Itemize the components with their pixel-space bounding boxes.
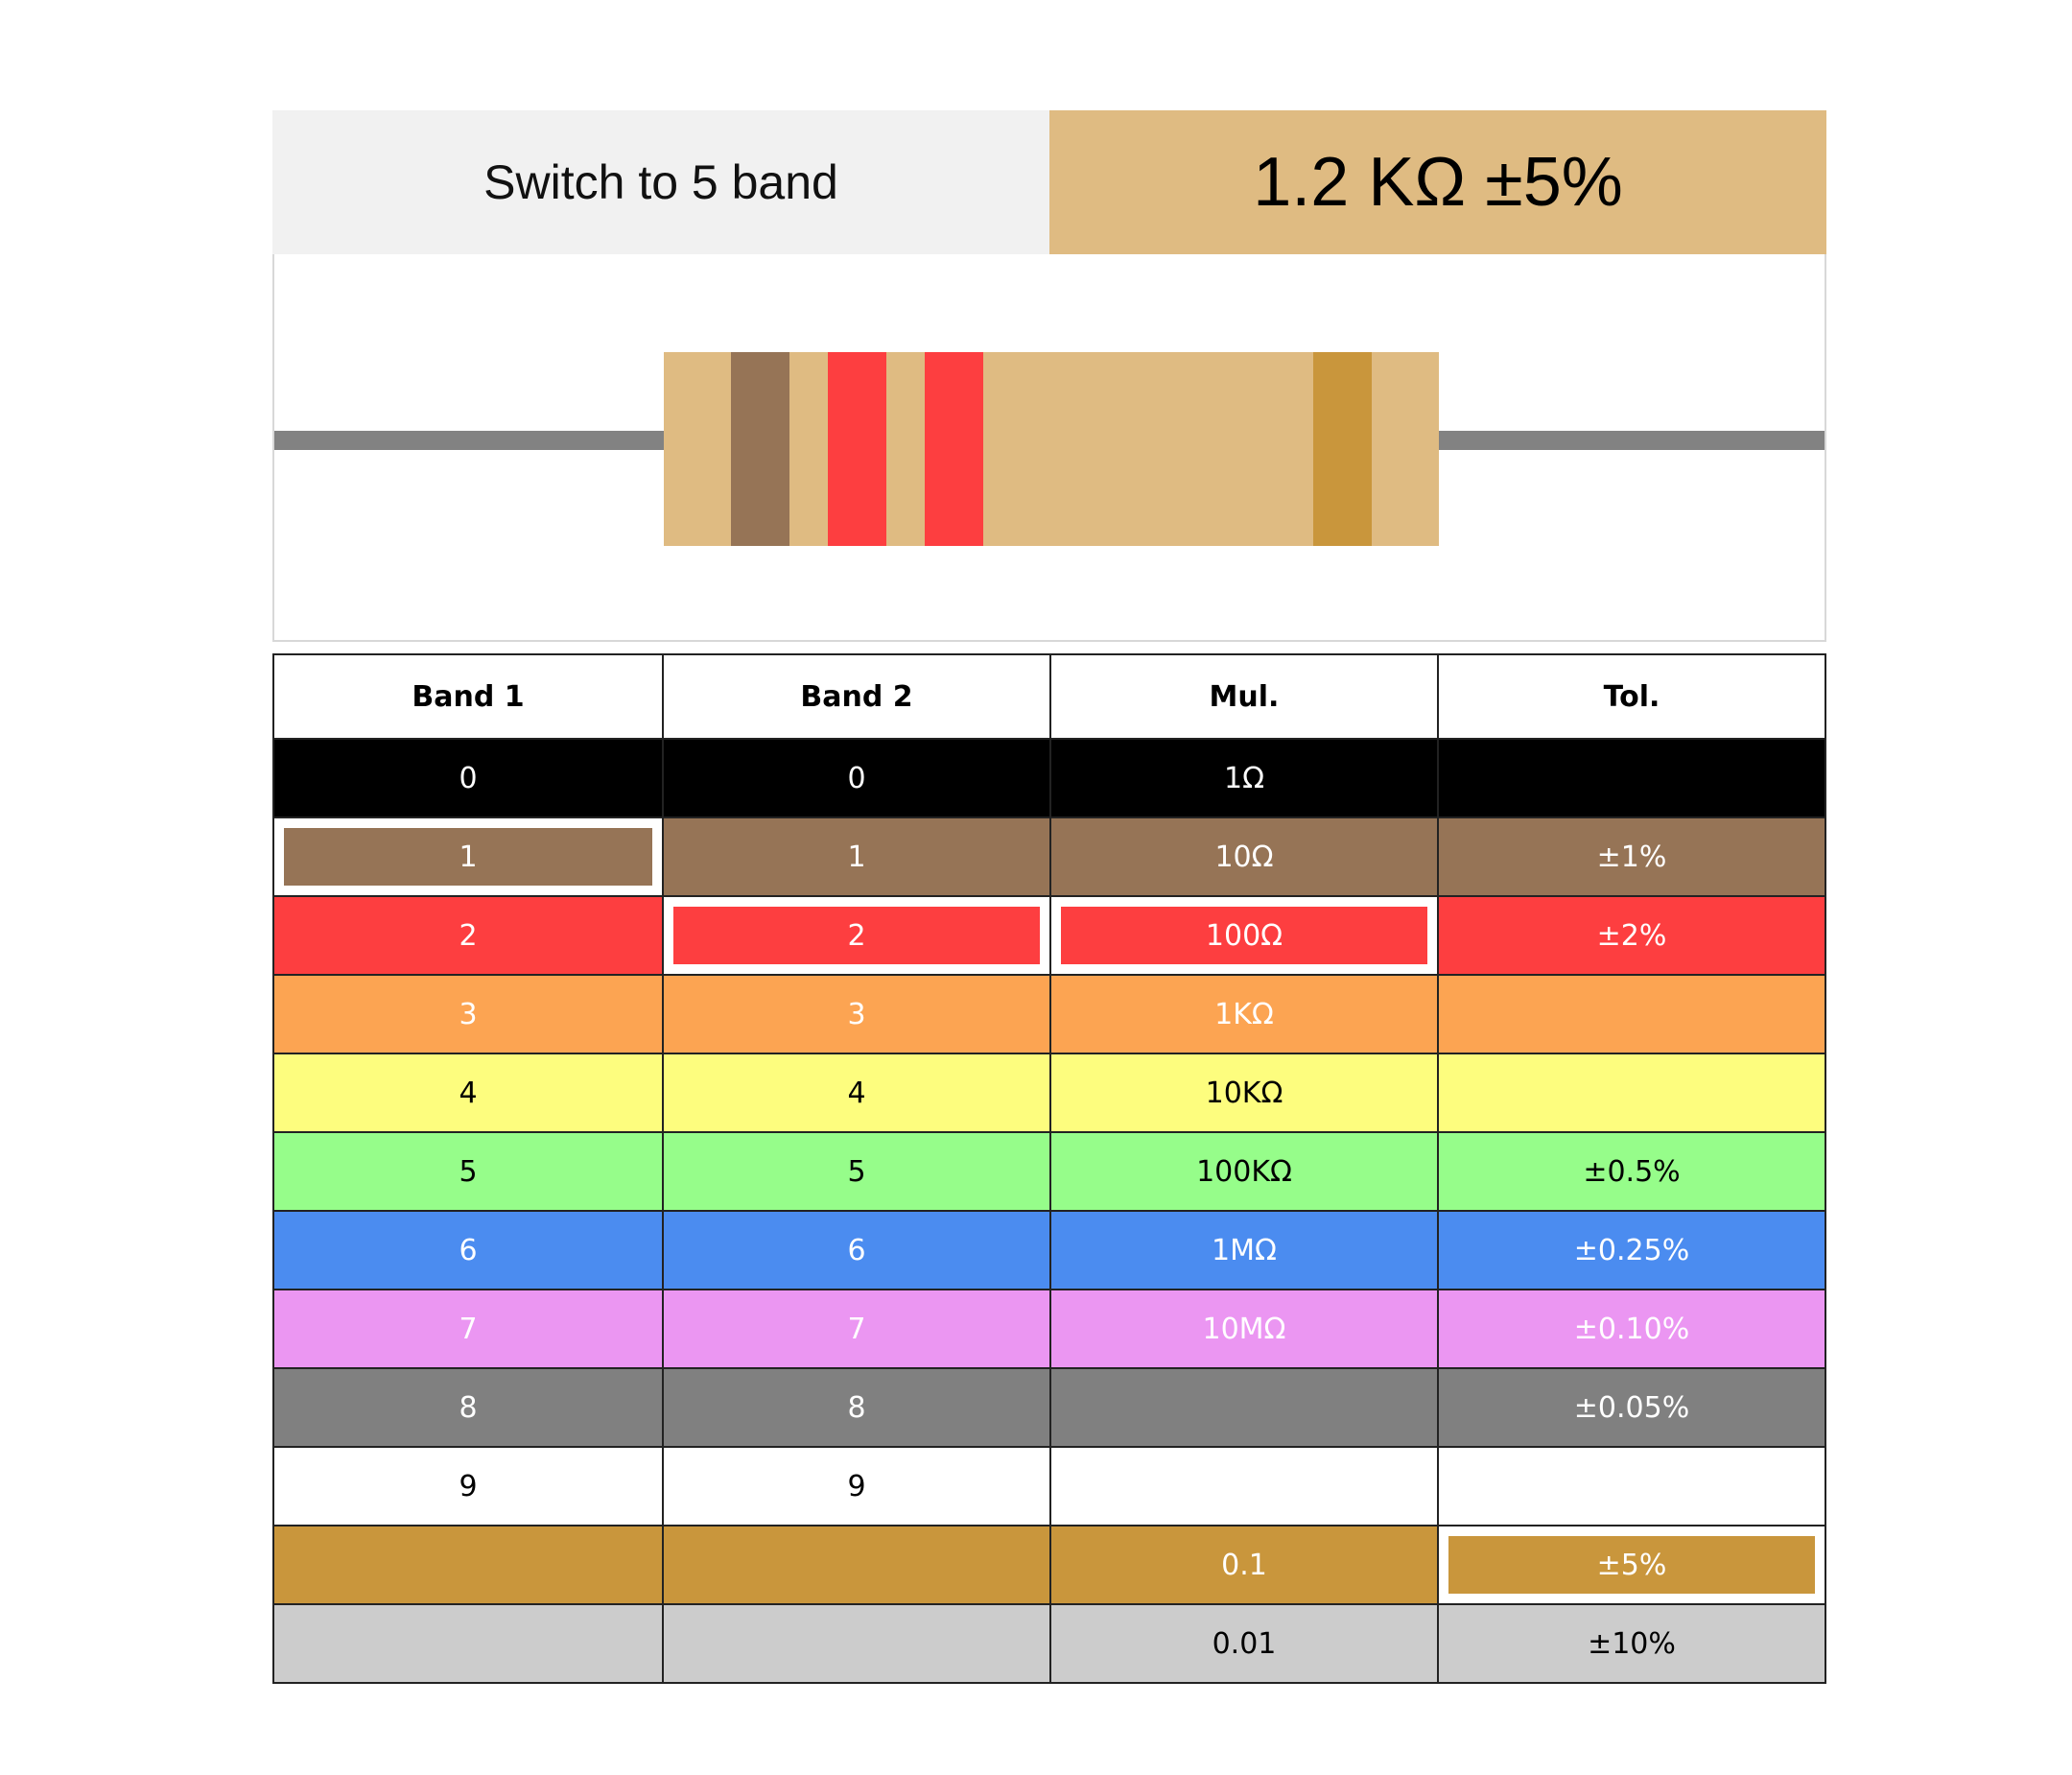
color-cell-tolerance[interactable]	[1437, 1448, 1825, 1525]
table-row: 5 5 100KΩ ±0.5%	[274, 1131, 1825, 1210]
color-cell-multiplier[interactable]: 1MΩ	[1049, 1212, 1437, 1289]
color-cell-tolerance[interactable]: ±5%	[1437, 1526, 1825, 1603]
selected-indicator: 2	[673, 907, 1040, 964]
table-row: 0.01 ±10%	[274, 1603, 1825, 1682]
color-cell-band-2[interactable]: 6	[662, 1212, 1049, 1289]
selected-indicator: ±5%	[1448, 1536, 1815, 1594]
table-row: 4 4 10KΩ	[274, 1053, 1825, 1131]
color-cell-multiplier[interactable]: 10KΩ	[1049, 1054, 1437, 1131]
column-header-band-1: Band 1	[274, 655, 662, 738]
color-cell-band-2[interactable]: 8	[662, 1369, 1049, 1446]
color-cell-band-1[interactable]: 6	[274, 1212, 662, 1289]
switch-band-mode-button[interactable]: Switch to 5 band	[272, 110, 1049, 254]
table-row: 8 8 ±0.05%	[274, 1367, 1825, 1446]
color-cell-tolerance[interactable]	[1437, 976, 1825, 1053]
color-cell-band-1[interactable]: 8	[274, 1369, 662, 1446]
color-cell-tolerance[interactable]: ±2%	[1437, 897, 1825, 974]
resistor-calculator: Switch to 5 band 1.2 KΩ ±5% Band 1 Band …	[272, 110, 1826, 1684]
color-cell-tolerance[interactable]: ±0.10%	[1437, 1290, 1825, 1367]
color-cell-band-2[interactable]: 3	[662, 976, 1049, 1053]
calculator-header: Switch to 5 band 1.2 KΩ ±5%	[272, 110, 1826, 254]
color-cell-band-2[interactable]	[662, 1526, 1049, 1603]
selected-indicator: 1	[284, 828, 652, 886]
color-cell-tolerance[interactable]	[1437, 1054, 1825, 1131]
color-cell-multiplier[interactable]: 0.01	[1049, 1605, 1437, 1682]
color-cell-tolerance[interactable]: ±1%	[1437, 818, 1825, 895]
resistor-band-1	[731, 352, 789, 546]
color-cell-tolerance[interactable]	[1437, 740, 1825, 816]
color-code-table: Band 1 Band 2 Mul. Tol. 0 0 1Ω 1 1 10Ω ±1% 2 2 10…	[272, 653, 1826, 1684]
color-cell-tolerance[interactable]: ±10%	[1437, 1605, 1825, 1682]
table-row: 1 1 10Ω ±1%	[274, 816, 1825, 895]
resistor-body	[664, 352, 1439, 546]
color-cell-band-1[interactable]: 3	[274, 976, 662, 1053]
resistor-band-multiplier	[925, 352, 983, 546]
table-row: 7 7 10MΩ ±0.10%	[274, 1289, 1825, 1367]
column-header-tolerance: Tol.	[1437, 655, 1825, 738]
color-cell-band-1[interactable]: 7	[274, 1290, 662, 1367]
color-cell-band-2[interactable]: 7	[662, 1290, 1049, 1367]
color-cell-multiplier[interactable]: 10Ω	[1049, 818, 1437, 895]
color-cell-band-1[interactable]	[274, 1526, 662, 1603]
resistor-preview	[272, 254, 1826, 642]
color-cell-multiplier[interactable]: 100KΩ	[1049, 1133, 1437, 1210]
resistance-value-display: 1.2 KΩ ±5%	[1049, 110, 1826, 254]
color-cell-multiplier[interactable]: 1Ω	[1049, 740, 1437, 816]
color-cell-multiplier[interactable]: 1KΩ	[1049, 976, 1437, 1053]
color-cell-band-2[interactable]: 0	[662, 740, 1049, 816]
color-cell-band-1[interactable]: 4	[274, 1054, 662, 1131]
color-cell-band-1[interactable]: 2	[274, 897, 662, 974]
color-cell-tolerance[interactable]: ±0.5%	[1437, 1133, 1825, 1210]
table-row: 6 6 1MΩ ±0.25%	[274, 1210, 1825, 1289]
resistor-band-tolerance	[1313, 352, 1372, 546]
column-header-band-2: Band 2	[662, 655, 1049, 738]
color-cell-multiplier[interactable]: 100Ω	[1049, 897, 1437, 974]
color-cell-multiplier[interactable]	[1049, 1448, 1437, 1525]
color-cell-multiplier[interactable]: 0.1	[1049, 1526, 1437, 1603]
color-cell-band-2[interactable]: 2	[662, 897, 1049, 974]
color-cell-band-2[interactable]: 1	[662, 818, 1049, 895]
color-cell-band-1[interactable]	[274, 1605, 662, 1682]
resistor-lead-right	[1439, 431, 1825, 450]
table-row: 0 0 1Ω	[274, 738, 1825, 816]
color-cell-band-2[interactable]: 9	[662, 1448, 1049, 1525]
color-cell-band-2[interactable]: 4	[662, 1054, 1049, 1131]
color-cell-band-1[interactable]: 5	[274, 1133, 662, 1210]
color-cell-band-1[interactable]: 1	[274, 818, 662, 895]
resistor-band-2	[828, 352, 886, 546]
table-row: 0.1 ±5%	[274, 1525, 1825, 1603]
resistor-lead-left	[274, 431, 664, 450]
table-row: 2 2 100Ω ±2%	[274, 895, 1825, 974]
table-header-row: Band 1 Band 2 Mul. Tol.	[274, 655, 1825, 738]
color-cell-multiplier[interactable]	[1049, 1369, 1437, 1446]
color-cell-band-1[interactable]: 0	[274, 740, 662, 816]
column-header-multiplier: Mul.	[1049, 655, 1437, 738]
table-row: 3 3 1KΩ	[274, 974, 1825, 1053]
color-cell-band-1[interactable]: 9	[274, 1448, 662, 1525]
color-cell-band-2[interactable]: 5	[662, 1133, 1049, 1210]
color-cell-band-2[interactable]	[662, 1605, 1049, 1682]
color-cell-multiplier[interactable]: 10MΩ	[1049, 1290, 1437, 1367]
color-cell-tolerance[interactable]: ±0.05%	[1437, 1369, 1825, 1446]
color-cell-tolerance[interactable]: ±0.25%	[1437, 1212, 1825, 1289]
selected-indicator: 100Ω	[1061, 907, 1427, 964]
